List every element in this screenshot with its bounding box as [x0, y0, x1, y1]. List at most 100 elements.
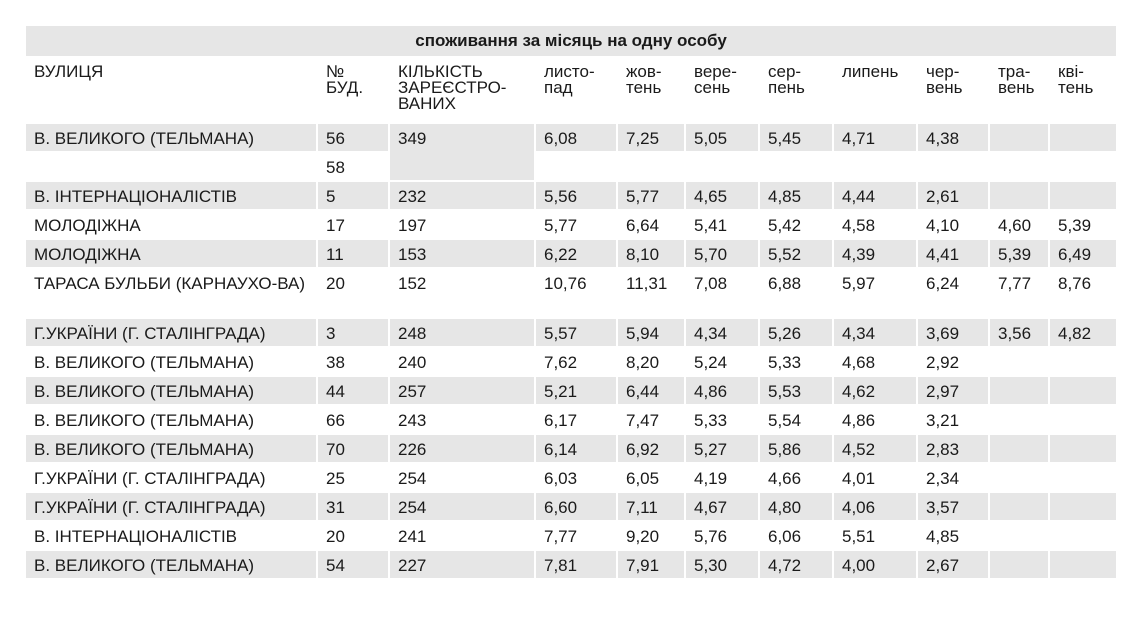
cell-building: 20: [318, 522, 388, 549]
table-row: В. ВЕЛИКОГО (ТЕЛЬМАНА) 38 240 7,62 8,20 5,24 5…: [26, 348, 1117, 375]
cell-street: В. ІНТЕРНАЦІОНАЛІСТІВ: [26, 522, 316, 549]
header-line: тра-: [998, 62, 1031, 81]
cell-building: 31: [318, 493, 388, 520]
cell-value: 4,52: [834, 435, 916, 462]
cell-value: [990, 153, 1048, 180]
cell-value: 2,34: [918, 464, 988, 491]
header-month: жов-тень: [618, 58, 684, 122]
cell-value: 6,49: [1050, 240, 1117, 267]
cell-value: 7,91: [618, 551, 684, 578]
cell-value: 6,92: [618, 435, 684, 462]
header-registered: КІЛЬКІСТЬ ЗАРЕЄСТРО- ВАНИХ: [390, 58, 534, 122]
cell-value: [686, 153, 758, 180]
cell-value: 6,44: [618, 377, 684, 404]
cell-value: [760, 153, 832, 180]
cell-value: 7,11: [618, 493, 684, 520]
cell-value: [1050, 435, 1117, 462]
cell-value: 7,62: [536, 348, 616, 375]
cell-registered: 153: [390, 240, 534, 267]
cell-value: [1050, 406, 1117, 433]
header-line: кві-: [1058, 62, 1084, 81]
cell-value: 4,86: [686, 377, 758, 404]
cell-value: 4,39: [834, 240, 916, 267]
header-line: пад: [544, 78, 573, 97]
cell-value: 4,80: [760, 493, 832, 520]
header-line: ВАНИХ: [398, 94, 456, 113]
cell-value: [990, 493, 1048, 520]
cell-street: ТАРАСА БУЛЬБИ (КАРНАУХО-ВА): [26, 269, 316, 317]
cell-value: 3,21: [918, 406, 988, 433]
cell-street: Г.УКРАЇНИ (Г. СТАЛІНГРАДА): [26, 493, 316, 520]
cell-value: [918, 153, 988, 180]
cell-value: [990, 464, 1048, 491]
cell-value: 4,65: [686, 182, 758, 209]
cell-value: 7,81: [536, 551, 616, 578]
header-month: кві-тень: [1050, 58, 1117, 122]
cell-street: МОЛОДІЖНА: [26, 211, 316, 238]
cell-value: 5,54: [760, 406, 832, 433]
header-line: вень: [926, 78, 963, 97]
cell-value: 4,86: [834, 406, 916, 433]
cell-value: 7,08: [686, 269, 758, 317]
table-row: В. ВЕЛИКОГО (ТЕЛЬМАНА) 66 243 6,17 7,47 5,33 5…: [26, 406, 1117, 433]
cell-value: 5,86: [760, 435, 832, 462]
cell-value: [990, 522, 1048, 549]
header-line: сер-: [768, 62, 802, 81]
header-line: вень: [998, 78, 1035, 97]
cell-value: 4,34: [686, 319, 758, 346]
cell-value: [1050, 522, 1117, 549]
cell-value: [990, 406, 1048, 433]
cell-street: В. ВЕЛИКОГО (ТЕЛЬМАНА): [26, 124, 316, 151]
header-line: БУД.: [326, 78, 364, 97]
table-row: В. ІНТЕРНАЦІОНАЛІСТІВ 20 241 7,77 9,20 5,76 6,…: [26, 522, 1117, 549]
cell-value: 6,22: [536, 240, 616, 267]
cell-registered: 257: [390, 377, 534, 404]
cell-value: 5,97: [834, 269, 916, 317]
cell-value: 6,05: [618, 464, 684, 491]
cell-building: 58: [318, 153, 388, 180]
cell-street: МОЛОДІЖНА: [26, 240, 316, 267]
cell-registered: 197: [390, 211, 534, 238]
cell-registered: 254: [390, 493, 534, 520]
cell-building: 5: [318, 182, 388, 209]
cell-value: [1050, 464, 1117, 491]
cell-building: 17: [318, 211, 388, 238]
header-street: ВУЛИЦЯ: [26, 58, 316, 122]
cell-value: 7,77: [536, 522, 616, 549]
cell-value: 3,56: [990, 319, 1048, 346]
cell-value: [1050, 153, 1117, 180]
cell-street: Г.УКРАЇНИ (Г. СТАЛІНГРАДА): [26, 319, 316, 346]
cell-street: В. ВЕЛИКОГО (ТЕЛЬМАНА): [26, 435, 316, 462]
cell-value: 9,20: [618, 522, 684, 549]
cell-value: [990, 551, 1048, 578]
cell-value: 4,58: [834, 211, 916, 238]
cell-registered: 240: [390, 348, 534, 375]
cell-value: 5,24: [686, 348, 758, 375]
header-month: сер-пень: [760, 58, 832, 122]
cell-value: 2,67: [918, 551, 988, 578]
cell-registered: 226: [390, 435, 534, 462]
cell-building: 70: [318, 435, 388, 462]
cell-building: 11: [318, 240, 388, 267]
cell-value: 5,42: [760, 211, 832, 238]
table-row: МОЛОДІЖНА 17 197 5,77 6,64 5,41 5,42 4,58 4,10 4,…: [26, 211, 1117, 238]
cell-registered: 241: [390, 522, 534, 549]
header-line: пень: [768, 78, 805, 97]
cell-value: 6,06: [760, 522, 832, 549]
cell-value: 6,14: [536, 435, 616, 462]
cell-value: 5,26: [760, 319, 832, 346]
cell-value: 6,24: [918, 269, 988, 317]
consumption-table: споживання за місяць на одну особу ВУЛИЦ…: [24, 24, 1118, 580]
cell-value: 7,77: [990, 269, 1048, 317]
caption-row: споживання за місяць на одну особу: [26, 26, 1117, 56]
cell-value: 2,97: [918, 377, 988, 404]
table-row: В. ВЕЛИКОГО (ТЕЛЬМАНА) 70 226 6,14 6,92 5,27 5…: [26, 435, 1117, 462]
cell-value: 3,69: [918, 319, 988, 346]
cell-building: 54: [318, 551, 388, 578]
cell-value: 5,52: [760, 240, 832, 267]
cell-value: 2,83: [918, 435, 988, 462]
cell-value: [990, 124, 1048, 151]
header-line: КІЛЬКІСТЬ: [398, 62, 483, 81]
cell-value: [834, 153, 916, 180]
cell-building: 25: [318, 464, 388, 491]
